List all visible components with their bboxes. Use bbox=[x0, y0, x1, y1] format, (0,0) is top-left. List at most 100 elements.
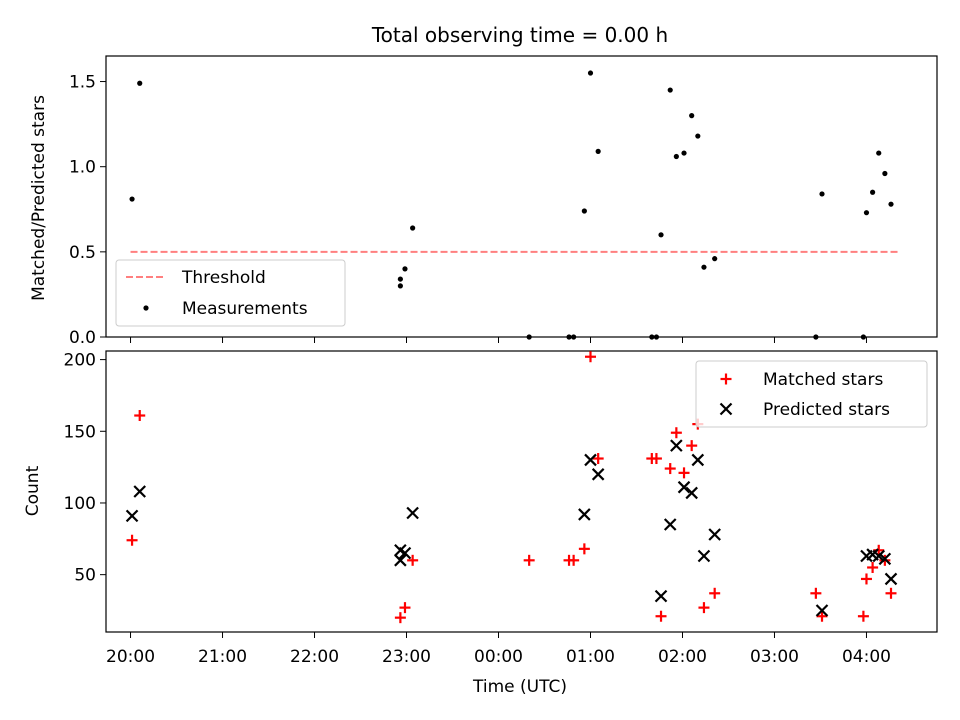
predicted-star-point bbox=[654, 589, 668, 603]
measurement-point bbox=[653, 334, 660, 340]
measurement-point bbox=[863, 210, 870, 216]
matched-star-point bbox=[885, 587, 897, 599]
matched-star-point bbox=[655, 610, 667, 622]
predicted-star-point bbox=[578, 508, 591, 521]
measurement-point bbox=[410, 225, 416, 231]
matched-star-point bbox=[698, 602, 710, 614]
measurement-point bbox=[673, 153, 679, 160]
matched-star-point bbox=[860, 573, 872, 585]
predicted-star-point bbox=[708, 528, 721, 541]
matched-star-point bbox=[568, 554, 580, 566]
top-legend: Threshold Measurements bbox=[115, 259, 346, 327]
matched-star-point bbox=[664, 463, 676, 475]
measurement-point bbox=[566, 334, 572, 340]
predicted-star-point bbox=[663, 518, 677, 531]
matched-star-point bbox=[584, 351, 596, 363]
legend-predicted-swatch bbox=[719, 402, 733, 416]
predicted-star-point bbox=[125, 509, 139, 523]
measurement-point bbox=[695, 133, 701, 139]
predicted-star-point bbox=[406, 506, 419, 520]
legend-measurements-label: Measurements bbox=[182, 299, 308, 319]
bottom-plot-frame bbox=[105, 350, 938, 633]
top-plot-frame bbox=[105, 55, 938, 338]
matched-star-point bbox=[407, 554, 419, 566]
matched-star-point bbox=[857, 610, 869, 622]
top-y-tick-label: 1.0 bbox=[69, 158, 96, 178]
x-tick-label: 20:00 bbox=[106, 647, 155, 667]
predicted-star-point bbox=[398, 546, 412, 560]
matched-star-point bbox=[709, 587, 721, 599]
matched-star-point bbox=[816, 610, 828, 622]
measurement-point bbox=[701, 264, 707, 270]
matched-star-point bbox=[592, 453, 604, 465]
measurement-point bbox=[649, 334, 655, 340]
measurement-point bbox=[870, 189, 876, 195]
x-tick-label: 23:00 bbox=[382, 647, 431, 667]
measurement-point bbox=[587, 70, 594, 76]
predicted-star-point bbox=[677, 480, 691, 494]
top-y-axis-label: Matched/Predicted stars bbox=[29, 95, 49, 301]
measurement-point bbox=[397, 276, 403, 282]
matched-star-point bbox=[126, 534, 138, 546]
x-tick-label: 22:00 bbox=[290, 647, 339, 667]
predicted-star-point bbox=[878, 552, 892, 566]
top-y-tick-label: 0.5 bbox=[69, 243, 96, 263]
measurement-point bbox=[129, 196, 135, 202]
predicted-star-point bbox=[685, 486, 698, 500]
matched-star-point bbox=[394, 612, 406, 624]
measurement-point bbox=[882, 170, 888, 177]
measurement-point bbox=[667, 87, 673, 93]
top-y-tick-label: 1.5 bbox=[69, 73, 96, 93]
x-tick-label: 03:00 bbox=[750, 647, 799, 667]
measurement-point bbox=[397, 283, 403, 289]
legend-matched-label: Matched stars bbox=[763, 370, 883, 390]
matched-star-point bbox=[810, 587, 822, 599]
predicted-star-point bbox=[584, 453, 597, 467]
bottom-legend: Matched stars Predicted stars bbox=[695, 360, 928, 428]
bottom-panel: 50 100 150 200 20:00 21:00 22:00 23:00 00:00 01:0… bbox=[64, 350, 938, 667]
top-legend-box bbox=[115, 259, 346, 327]
legend-measurements-swatch bbox=[143, 305, 149, 311]
matched-star-point bbox=[578, 543, 590, 555]
matched-star-point bbox=[134, 410, 146, 422]
measurement-point bbox=[526, 334, 532, 340]
measurement-point bbox=[402, 266, 408, 272]
legend-predicted-label: Predicted stars bbox=[763, 400, 890, 420]
x-tick-label: 02:00 bbox=[658, 647, 707, 667]
matched-star-point bbox=[867, 561, 879, 573]
measurement-point bbox=[689, 113, 695, 119]
bottom-y-axis-label: Count bbox=[23, 465, 43, 516]
predicted-star-point bbox=[815, 604, 829, 617]
x-tick-label: 01:00 bbox=[566, 647, 615, 667]
measurement-point bbox=[658, 232, 664, 238]
measurement-point bbox=[888, 201, 894, 207]
matched-star-point bbox=[678, 467, 690, 479]
measurement-point bbox=[860, 334, 867, 340]
top-y-tick-label: 0.0 bbox=[69, 328, 96, 348]
matched-star-point bbox=[523, 554, 535, 566]
predicted-star-point bbox=[133, 485, 147, 498]
measurement-point bbox=[571, 334, 577, 340]
bottom-y-tick-label: 100 bbox=[64, 494, 96, 514]
measurement-point bbox=[681, 150, 687, 156]
bottom-y-tick-label: 150 bbox=[64, 422, 96, 442]
matched-star-point bbox=[399, 602, 411, 614]
x-tick-label: 00:00 bbox=[474, 647, 523, 667]
bottom-y-tick-label: 200 bbox=[64, 351, 96, 371]
predicted-star-point bbox=[697, 549, 711, 563]
top-chart-title: Total observing time = 0.00 h bbox=[371, 23, 668, 47]
x-tick-label: 21:00 bbox=[198, 647, 247, 667]
predicted-star-point bbox=[670, 439, 683, 452]
legend-threshold-label: Threshold bbox=[181, 268, 266, 288]
predicted-star-point bbox=[872, 549, 886, 563]
measurement-point bbox=[137, 80, 143, 86]
matched-star-point bbox=[686, 440, 698, 452]
predicted-star-point bbox=[884, 572, 898, 586]
matched-star-point bbox=[650, 453, 662, 465]
predicted-star-point bbox=[591, 468, 605, 481]
measurement-point bbox=[581, 208, 587, 214]
top-panel: 0.0 0.5 1.0 1.5 Threshold Measurements bbox=[69, 55, 938, 348]
bottom-y-tick-label: 50 bbox=[74, 566, 96, 586]
predicted-star-point bbox=[394, 554, 407, 567]
